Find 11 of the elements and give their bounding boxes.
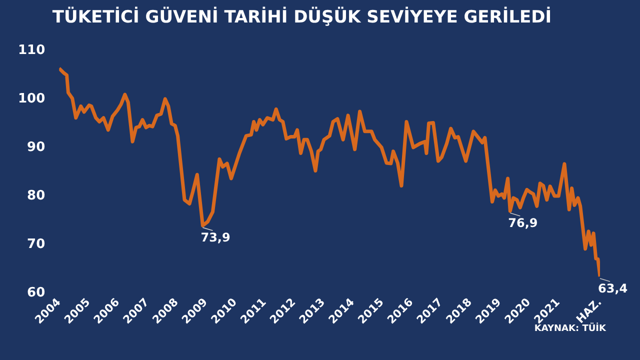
text: KAYNAK: TÜİK [534,324,606,334]
y-tick-label: 80 [27,188,46,204]
y-tick-label: 60 [27,285,46,300]
y-tick-label: 70 [27,236,46,252]
y-tick-label: 100 [18,91,46,106]
chart-title: TÜKETİCİ GÜVENİ TARİHİ DÜŞÜK SEVİYEYE GERİLEDİ [52,6,552,28]
y-tick-label: 90 [27,140,46,155]
y-tick-label: 110 [18,42,46,58]
annotation: 63,4 [598,282,628,296]
annotation: 76,9 [508,216,538,230]
annotation: 73,9 [200,230,230,245]
